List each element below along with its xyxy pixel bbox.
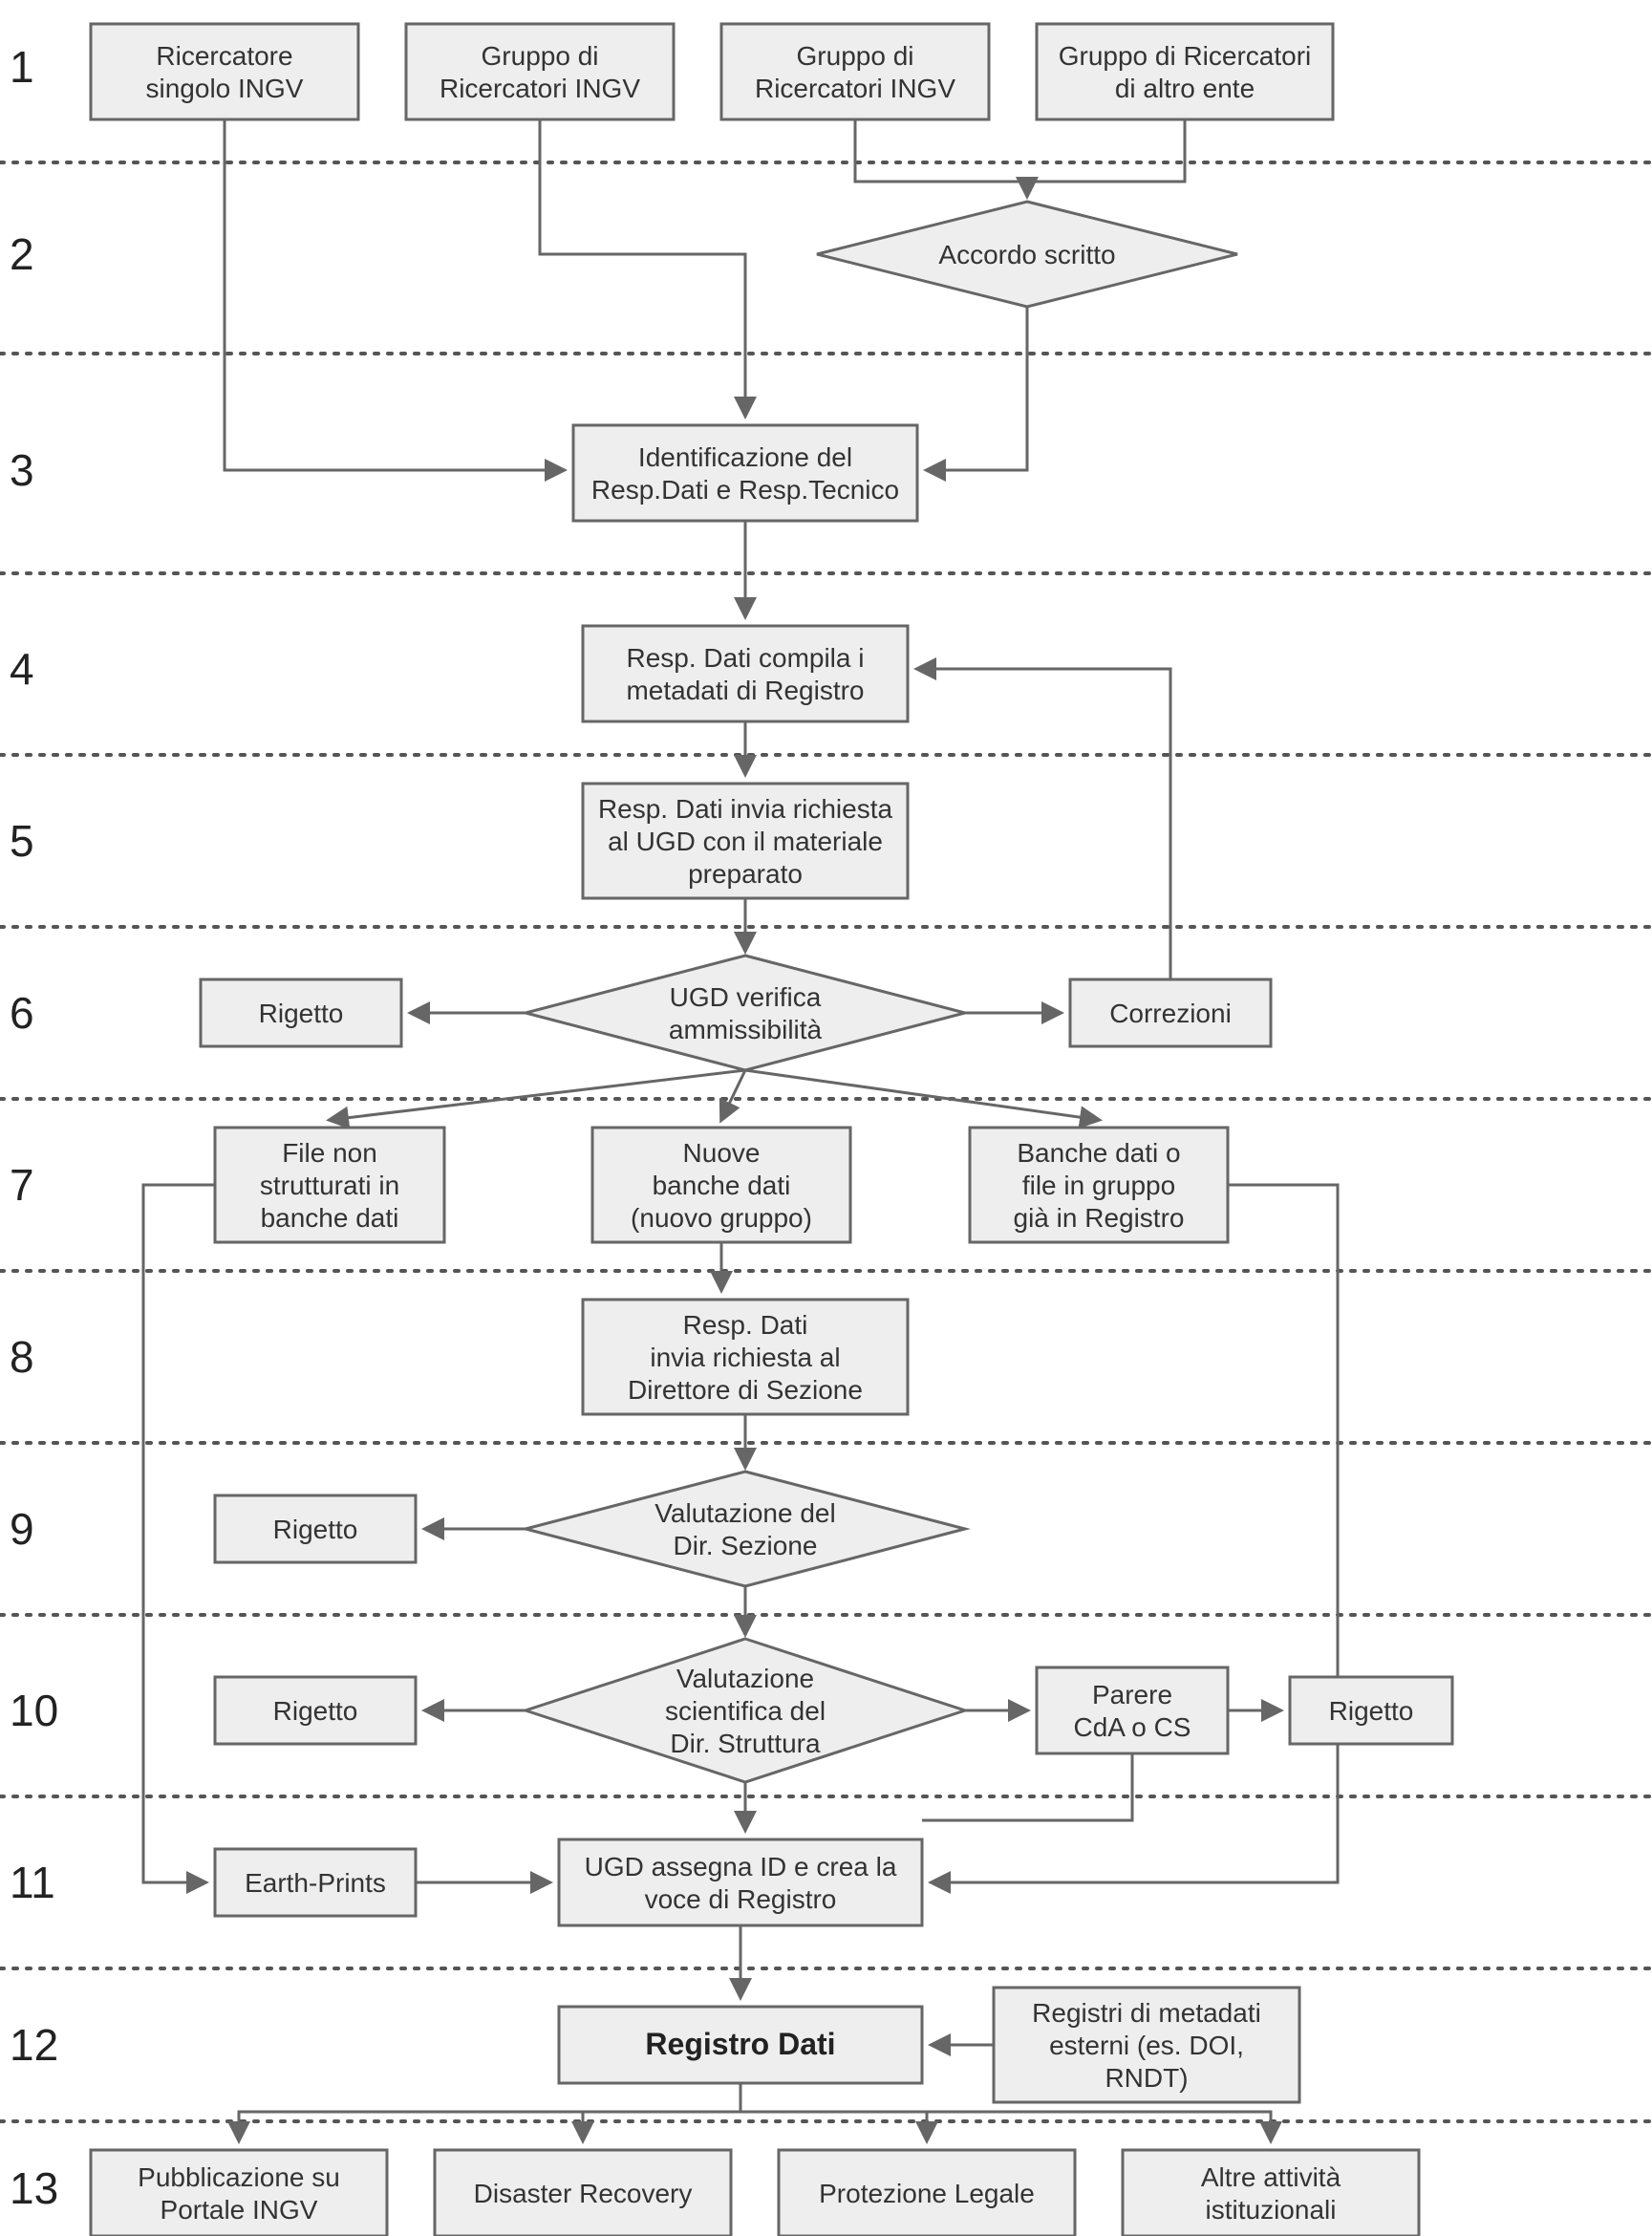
node-label: Rigetto <box>273 1696 358 1726</box>
node-label: metadati di Registro <box>626 676 864 705</box>
node-r1d <box>1037 24 1333 119</box>
node-label: Portale INGV <box>161 2195 318 2225</box>
row-number: 9 <box>10 1504 34 1554</box>
node-r6 <box>526 956 965 1070</box>
row-number: 6 <box>10 988 34 1038</box>
node-label: Gruppo di <box>482 41 599 71</box>
node-label: Correzioni <box>1109 999 1232 1028</box>
node-label: Registri di metadati <box>1032 1998 1261 2028</box>
edge-e3 <box>855 119 1027 196</box>
row-number: 7 <box>10 1160 34 1210</box>
node-label: Direttore di Sezione <box>628 1375 863 1405</box>
node-label: UGD assegna ID e crea la <box>585 1852 897 1881</box>
node-label: esterni (es. DOI, <box>1049 2031 1244 2060</box>
node-label: Valutazione <box>676 1664 814 1693</box>
node-r3 <box>573 425 917 521</box>
node-label: Disaster Recovery <box>474 2179 693 2208</box>
node-r1b <box>406 24 674 119</box>
node-label: banche dati <box>261 1203 399 1233</box>
node-label: già in Registro <box>1014 1203 1185 1233</box>
node-label: Resp.Dati e Resp.Tecnico <box>591 475 899 505</box>
node-label: RNDT) <box>1105 2063 1188 2093</box>
node-label: Rigetto <box>1329 1696 1414 1726</box>
node-label: strutturati in <box>260 1171 399 1200</box>
node-r1c <box>721 24 989 119</box>
node-r4 <box>583 626 908 721</box>
edge-e13 <box>721 1070 745 1120</box>
node-label: Rigetto <box>273 1515 358 1544</box>
node-label: Ricercatori INGV <box>755 74 955 103</box>
node-label: Banche dati o <box>1017 1138 1180 1168</box>
edge-e5 <box>927 307 1027 470</box>
row-number: 5 <box>10 816 34 866</box>
node-label: CdA o CS <box>1074 1712 1191 1742</box>
node-r1a <box>91 24 358 119</box>
row-number: 4 <box>10 644 34 694</box>
node-label: singolo INGV <box>146 74 304 103</box>
node-label: File non <box>282 1138 377 1168</box>
node-label: Ricercatore <box>156 41 292 71</box>
node-label: Registro Dati <box>645 2027 835 2061</box>
node-label: file in gruppo <box>1022 1171 1175 1200</box>
node-label: invia richiesta al <box>650 1343 840 1372</box>
edge-e11 <box>917 669 1170 979</box>
node-label: Dir. Sezione <box>674 1531 818 1560</box>
node-label: Ricercatori INGV <box>440 74 640 103</box>
edge-e29 <box>239 2083 740 2140</box>
node-label: preparato <box>688 859 803 889</box>
row-number: 11 <box>10 1858 55 1907</box>
node-label: Dir. Struttura <box>670 1729 821 1758</box>
node-label: Pubblicazione su <box>138 2162 340 2192</box>
row-number: 13 <box>10 2163 58 2213</box>
edge-e4 <box>1027 119 1185 182</box>
edge-e14 <box>745 1070 1099 1120</box>
node-label: banche dati <box>653 1171 791 1200</box>
node-label: Gruppo di Ricercatori <box>1059 41 1312 71</box>
row-number: 3 <box>10 445 34 495</box>
node-label: Protezione Legale <box>819 2179 1035 2208</box>
node-label: Earth-Prints <box>245 1868 386 1898</box>
node-label: di altro ente <box>1115 74 1255 103</box>
node-label: Resp. Dati compila i <box>627 643 865 673</box>
node-label: istituzionali <box>1206 2195 1337 2225</box>
node-r9 <box>526 1472 965 1586</box>
node-label: al UGD con il materiale <box>608 827 883 856</box>
edge-e15 <box>143 1185 215 1882</box>
edge-e32 <box>740 2112 1271 2140</box>
row-number: 10 <box>10 1686 58 1735</box>
row-number: 8 <box>10 1332 34 1382</box>
node-label: Identificazione del <box>638 442 852 472</box>
node-label: scientifica del <box>665 1696 826 1726</box>
edge-e12 <box>330 1070 745 1120</box>
node-label: Valutazione del <box>654 1498 835 1528</box>
row-number: 12 <box>10 2020 58 2070</box>
node-label: Rigetto <box>259 999 344 1028</box>
node-label: Resp. Dati <box>683 1310 808 1340</box>
node-label: Gruppo di <box>797 41 914 71</box>
edge-e1 <box>225 119 564 470</box>
edge-e17 <box>932 1185 1338 1882</box>
node-label: Accordo scritto <box>938 240 1115 269</box>
node-label: ammissibilità <box>669 1015 823 1044</box>
node-label: voce di Registro <box>645 1884 837 1914</box>
node-label: Nuove <box>683 1138 761 1168</box>
edge-e24 <box>922 1753 1132 1820</box>
node-label: Altre attività <box>1201 2162 1341 2192</box>
node-label: (nuovo gruppo) <box>631 1203 812 1233</box>
node-label: Resp. Dati invia richiesta <box>598 794 893 824</box>
row-number: 2 <box>10 229 34 279</box>
row-number: 1 <box>10 42 34 92</box>
node-label: UGD verifica <box>670 982 822 1012</box>
flowchart-canvas: Ricercatore singolo INGV Gruppo di Ricercat… <box>0 0 1652 2236</box>
node-label: Parere <box>1092 1680 1172 1709</box>
